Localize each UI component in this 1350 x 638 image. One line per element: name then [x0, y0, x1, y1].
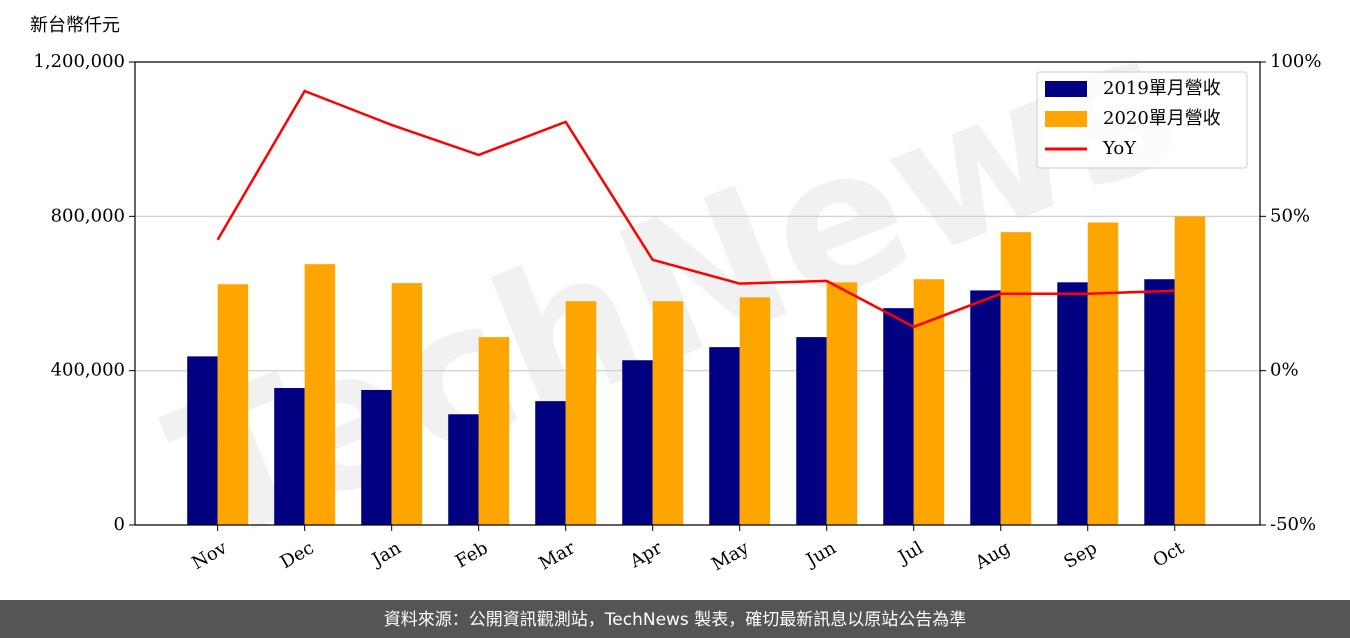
y2-tick-label: -50%	[1270, 514, 1316, 535]
bar	[826, 282, 858, 525]
legend-label: YoY	[1102, 138, 1137, 159]
bar	[1087, 222, 1119, 526]
x-tick-label: Aug	[971, 537, 1014, 574]
bar	[274, 388, 305, 525]
x-tick-label: Mar	[535, 537, 579, 574]
bar	[187, 356, 218, 525]
legend-box	[1036, 71, 1248, 169]
bar	[883, 308, 914, 525]
y2-tick-label: 100%	[1270, 51, 1321, 72]
bar	[535, 401, 566, 525]
bar	[1000, 232, 1032, 525]
bar	[304, 264, 336, 525]
x-tick-label: Sep	[1060, 537, 1100, 572]
y2-tick-label: 50%	[1270, 205, 1310, 226]
bar	[448, 414, 479, 525]
bar	[652, 301, 684, 525]
x-tick-label: Oct	[1149, 537, 1188, 572]
bar	[391, 283, 423, 525]
y2-tick-label: 0%	[1270, 360, 1299, 381]
y-tick-label: 800,000	[51, 205, 125, 226]
x-tick-label: May	[708, 537, 753, 575]
bar	[622, 360, 653, 525]
legend-label: 2019單月營收	[1103, 78, 1221, 99]
x-tick-label: Feb	[452, 537, 492, 572]
legend-swatch	[1045, 111, 1087, 127]
plot-frame	[134, 61, 1261, 526]
y-tick-label: 400,000	[51, 360, 125, 381]
bar	[1174, 216, 1206, 526]
x-tick-label: Apr	[626, 537, 666, 572]
bar	[1144, 279, 1175, 525]
bar	[796, 337, 827, 525]
bar	[565, 301, 597, 525]
y-tick-label: 1,200,000	[33, 51, 125, 72]
bar	[739, 297, 771, 525]
y-tick-label: 0	[114, 514, 125, 535]
bar	[478, 337, 510, 525]
legend-label: 2020單月營收	[1103, 108, 1221, 129]
y-axis-label: 新台幣仟元	[30, 15, 120, 36]
x-tick-label: Jan	[367, 537, 405, 571]
legend-swatch	[1045, 81, 1087, 97]
bar	[709, 347, 740, 525]
footer-bar	[0, 600, 1350, 638]
bar	[217, 284, 249, 525]
x-tick-label: Jul	[893, 537, 927, 569]
bar	[1057, 282, 1088, 525]
footer: 資料來源：公開資訊觀測站，TechNews 製表，確切最新訊息以原站公告為準	[384, 610, 966, 630]
bar	[361, 389, 392, 525]
bar	[970, 290, 1001, 525]
x-tick-label: Jun	[801, 537, 840, 572]
line	[216, 89, 1175, 329]
